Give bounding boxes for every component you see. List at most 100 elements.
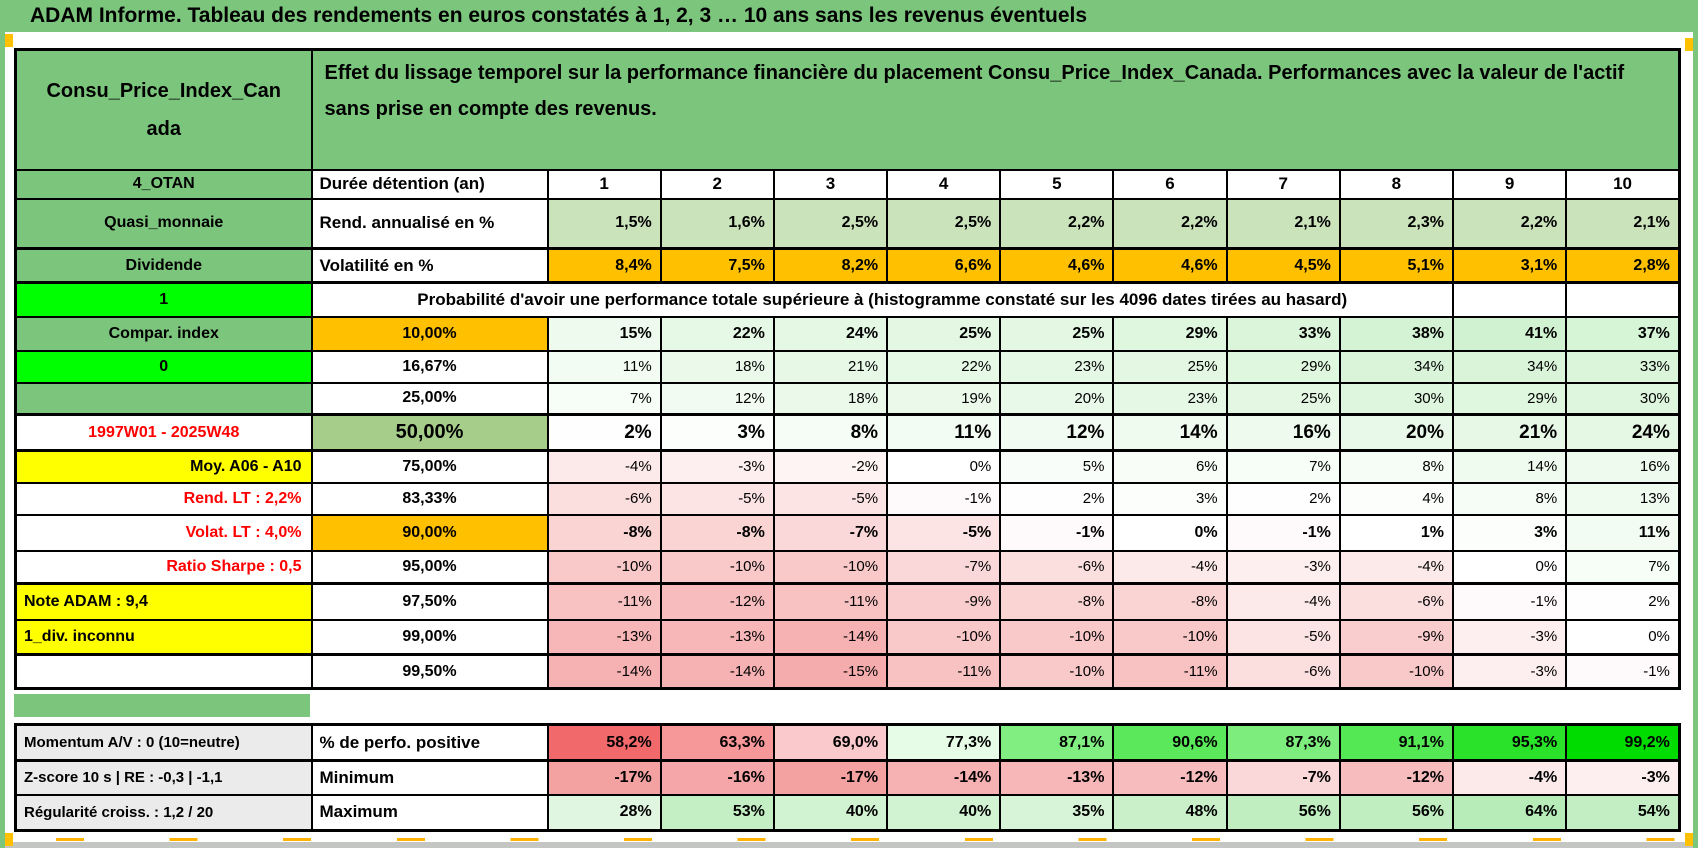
value-cell[interactable]: -3% — [1451, 653, 1568, 690]
value-cell[interactable]: 87,3% — [1225, 723, 1341, 762]
value-cell[interactable]: 22% — [886, 350, 1002, 384]
value-cell[interactable]: -13% — [546, 618, 662, 656]
value-cell[interactable]: 77,3% — [886, 723, 1002, 762]
value-cell[interactable]: 21% — [772, 350, 889, 384]
value-cell[interactable]: -6% — [999, 549, 1115, 585]
value-cell[interactable]: 2,1% — [1225, 197, 1341, 250]
value-cell[interactable]: 19% — [886, 382, 1002, 416]
value-cell[interactable]: 28% — [546, 793, 662, 832]
value-cell[interactable]: 24% — [772, 315, 889, 352]
value-cell[interactable]: -7% — [772, 513, 889, 552]
value-cell[interactable]: 2,5% — [772, 197, 889, 250]
value-cell[interactable]: 56% — [1338, 793, 1455, 832]
value-cell[interactable]: 4% — [1338, 482, 1455, 516]
value-cell[interactable]: 12% — [659, 382, 775, 416]
percentile-cell[interactable]: 16,67% — [310, 350, 549, 384]
value-cell[interactable]: -11% — [886, 653, 1002, 690]
value-cell[interactable]: -10% — [1338, 653, 1455, 690]
value-cell[interactable]: 91,1% — [1338, 723, 1455, 762]
value-cell[interactable]: -6% — [1338, 582, 1455, 621]
value-cell[interactable]: -12% — [1112, 759, 1228, 796]
value-cell[interactable]: 30% — [1565, 382, 1681, 416]
percentile-cell[interactable]: 25,00% — [310, 382, 549, 416]
value-cell[interactable]: 25% — [1225, 382, 1341, 416]
value-cell[interactable]: 40% — [772, 793, 889, 832]
value-cell[interactable]: -10% — [999, 618, 1115, 656]
value-cell[interactable]: 4,6% — [999, 247, 1115, 284]
row-label-cell[interactable]: Compar. index — [14, 315, 313, 352]
value-cell[interactable]: 6,6% — [886, 247, 1002, 284]
row-label-cell[interactable]: Régularité croiss. : 1,2 / 20 — [14, 793, 313, 832]
column-header-cell[interactable]: 3 — [772, 168, 889, 200]
value-cell[interactable]: -2% — [772, 449, 889, 484]
value-cell[interactable]: 2% — [999, 482, 1115, 516]
value-cell[interactable]: -10% — [999, 653, 1115, 690]
percentile-cell[interactable]: 99,00% — [310, 618, 549, 656]
value-cell[interactable]: 24% — [1565, 413, 1681, 452]
value-cell[interactable]: 40% — [886, 793, 1002, 832]
percentile-cell[interactable]: 95,00% — [310, 549, 549, 585]
value-cell[interactable]: 23% — [1112, 382, 1228, 416]
row-label-cell[interactable]: Ratio Sharpe : 0,5 — [14, 549, 313, 585]
value-cell[interactable]: -4% — [1451, 759, 1568, 796]
column-header-cell[interactable]: 6 — [1112, 168, 1228, 200]
percentile-cell[interactable]: 97,50% — [310, 582, 549, 621]
metric-label-cell[interactable]: Volatilité en % — [310, 247, 549, 284]
value-cell[interactable]: 2,1% — [1565, 197, 1681, 250]
value-cell[interactable]: -5% — [1225, 618, 1341, 656]
value-cell[interactable]: 2,2% — [1112, 197, 1228, 250]
value-cell[interactable]: -16% — [659, 759, 775, 796]
asset-name-cell[interactable]: Consu_Price_Index_Canada — [14, 48, 313, 171]
value-cell[interactable]: 1% — [1338, 513, 1455, 552]
value-cell[interactable]: 18% — [659, 350, 775, 384]
value-cell[interactable]: -10% — [772, 549, 889, 585]
value-cell[interactable]: 54% — [1565, 793, 1681, 832]
value-cell[interactable]: -3% — [1225, 549, 1341, 585]
value-cell[interactable]: -10% — [546, 549, 662, 585]
empty-cell[interactable] — [1451, 281, 1568, 318]
value-cell[interactable]: 53% — [659, 793, 775, 832]
value-cell[interactable]: 38% — [1338, 315, 1455, 352]
value-cell[interactable]: 95,3% — [1451, 723, 1568, 762]
row-label-cell[interactable]: 1997W01 - 2025W48 — [14, 413, 313, 452]
value-cell[interactable]: -14% — [659, 653, 775, 690]
value-cell[interactable]: 35% — [999, 793, 1115, 832]
column-header-cell[interactable]: 10 — [1565, 168, 1681, 200]
value-cell[interactable]: -14% — [772, 618, 889, 656]
value-cell[interactable]: 90,6% — [1112, 723, 1228, 762]
row-label-cell[interactable]: Note ADAM : 9,4 — [14, 582, 313, 621]
value-cell[interactable]: -3% — [1565, 759, 1681, 796]
value-cell[interactable]: 3,1% — [1451, 247, 1568, 284]
percentile-cell[interactable]: 50,00% — [310, 413, 549, 452]
value-cell[interactable]: 29% — [1451, 382, 1568, 416]
value-cell[interactable]: 2% — [1565, 582, 1681, 621]
value-cell[interactable]: 5% — [999, 449, 1115, 484]
value-cell[interactable]: 63,3% — [659, 723, 775, 762]
value-cell[interactable]: 7% — [546, 382, 662, 416]
value-cell[interactable]: -13% — [999, 759, 1115, 796]
row-label-cell[interactable]: Quasi_monnaie — [14, 197, 313, 250]
value-cell[interactable]: 15% — [546, 315, 662, 352]
value-cell[interactable]: 8,4% — [546, 247, 662, 284]
percentile-cell[interactable]: 75,00% — [310, 449, 549, 484]
value-cell[interactable]: 3% — [659, 413, 775, 452]
value-cell[interactable]: -8% — [1112, 582, 1228, 621]
percentile-cell[interactable]: 99,50% — [310, 653, 549, 690]
value-cell[interactable]: -14% — [546, 653, 662, 690]
value-cell[interactable]: -6% — [1225, 653, 1341, 690]
row-label-cell[interactable] — [14, 653, 313, 690]
value-cell[interactable]: -12% — [659, 582, 775, 621]
value-cell[interactable]: 2,2% — [1451, 197, 1568, 250]
row-label-cell[interactable] — [14, 382, 313, 416]
value-cell[interactable]: -3% — [659, 449, 775, 484]
value-cell[interactable]: -11% — [546, 582, 662, 621]
value-cell[interactable]: 8,2% — [772, 247, 889, 284]
value-cell[interactable]: 2,2% — [999, 197, 1115, 250]
value-cell[interactable]: 33% — [1225, 315, 1341, 352]
value-cell[interactable]: -5% — [659, 482, 775, 516]
description-cell[interactable]: Effet du lissage temporel sur la perform… — [310, 48, 1681, 171]
value-cell[interactable]: 64% — [1451, 793, 1568, 832]
value-cell[interactable]: 48% — [1112, 793, 1228, 832]
value-cell[interactable]: -8% — [546, 513, 662, 552]
percentile-cell[interactable]: 83,33% — [310, 482, 549, 516]
